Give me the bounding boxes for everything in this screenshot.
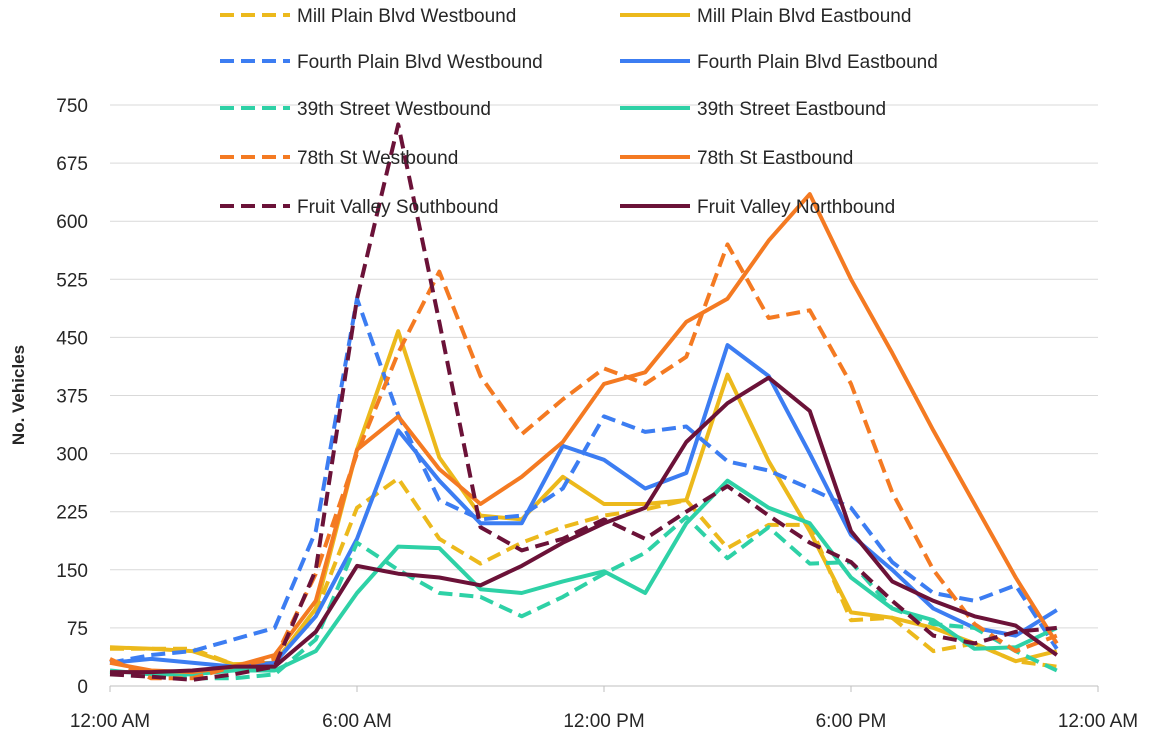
series-line-4 — [109, 343, 1058, 669]
legend-label-10: Fruit Valley Northbound — [697, 197, 895, 218]
legend-label-4: Fourth Plain Blvd Eastbound — [697, 52, 938, 73]
legend-label-5: 39th Street Westbound — [297, 99, 491, 120]
y-tick-label: 75 — [67, 619, 88, 640]
y-tick-label: 450 — [56, 328, 88, 349]
legend-label-9: Fruit Valley Southbound — [297, 197, 498, 218]
y-tick-label: 150 — [56, 561, 88, 582]
legend-label-1: Mill Plain Blvd Westbound — [297, 6, 516, 27]
y-tick-label: 0 — [77, 677, 88, 698]
x-tick-label: 12:00 PM — [563, 711, 644, 732]
legend-label-6: 39th Street Eastbound — [697, 99, 886, 120]
gridlines — [110, 104, 1098, 687]
y-tick-label: 675 — [56, 154, 88, 175]
y-tick-label: 300 — [56, 445, 88, 466]
y-tick-label: 225 — [56, 503, 88, 524]
legend-label-3: Fourth Plain Blvd Westbound — [297, 52, 543, 73]
series-line-8 — [109, 192, 1059, 675]
legend-label-8: 78th St Eastbound — [697, 148, 853, 169]
y-axis-title: No. Vehicles — [9, 345, 28, 445]
y-tick-label: 375 — [56, 387, 88, 408]
series-lines — [109, 122, 1059, 682]
x-tick-label: 12:00 AM — [70, 711, 150, 732]
y-tick-label: 750 — [56, 96, 88, 117]
y-axis-ticks: 0 75 150 225 300 375 450 525 600 675 750 — [56, 96, 88, 698]
x-tick-label: 12:00 AM — [1058, 711, 1138, 732]
series-line-1 — [110, 476, 1058, 669]
series-line-3 — [109, 296, 1059, 665]
series-line-6 — [109, 478, 1058, 677]
x-axis-ticks: 12:00 AM 6:00 AM 12:00 PM 6:00 PM 12:00 AM — [70, 686, 1138, 732]
series-line-7 — [109, 242, 1058, 681]
y-tick-label: 525 — [56, 270, 88, 291]
legend-label-2: Mill Plain Blvd Eastbound — [697, 6, 911, 27]
legend-label-7: 78th St Westbound — [297, 148, 458, 169]
series-line-10 — [110, 375, 1058, 675]
y-tick-label: 600 — [56, 212, 88, 233]
x-tick-label: 6:00 PM — [816, 711, 887, 732]
series-line-5 — [109, 515, 1058, 681]
legend: Mill Plain Blvd Westbound Mill Plain Blvd… — [220, 6, 938, 218]
x-tick-label: 6:00 AM — [322, 711, 392, 732]
